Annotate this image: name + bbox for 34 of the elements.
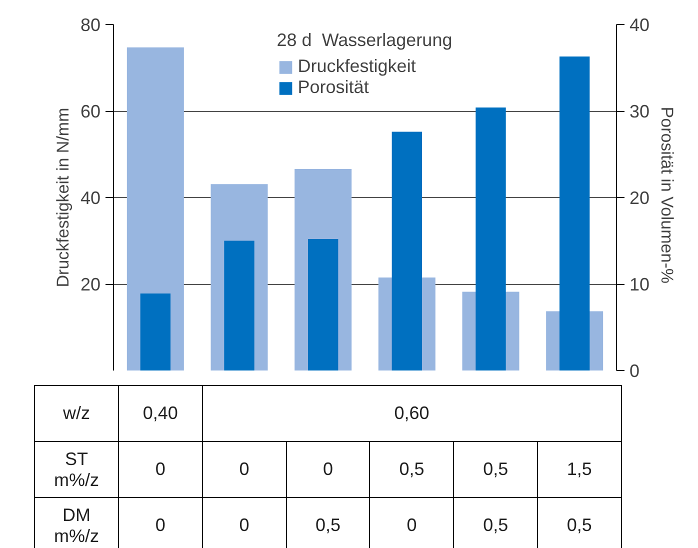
text: 0 [118,442,202,498]
bar [140,294,171,370]
text: DM m%/z [34,498,118,548]
y-tick-label: 80 [80,15,101,35]
text: 0,5 [454,442,538,498]
legend-label: Porosität [298,77,369,98]
text: 0 [118,498,202,548]
text: 1,5 [537,442,622,498]
y2-tick-label: 0 [630,361,640,381]
text: 0,40 [118,386,202,442]
text: 0,5 [454,498,538,548]
text: 0,5 [370,442,454,498]
legend-label: Druckfestigkeit [298,56,416,77]
text: 0 [202,442,286,498]
y-axis-title: Druckfestigkeit in N/mm [53,108,72,288]
text: 0,60 [202,386,622,442]
y2-tick-label: 30 [630,102,650,122]
y-tick-label: 20 [80,274,101,294]
legend-title: 28 d Wasserlagerung [276,30,452,51]
text: 0,5 [286,498,370,548]
y2-tick-label: 10 [630,274,650,294]
y2-tick-label: 40 [630,15,650,35]
text: 0 [202,498,286,548]
text: w/z [34,386,118,442]
y-tick-label: 60 [80,102,101,122]
y2-axis-title: Porosität in Volumen-% [658,106,677,284]
bar [224,240,254,370]
y-tick-label: 40 [80,188,101,208]
text: ST m%/z [34,442,118,498]
text: 0 [286,442,370,498]
y2-tick-label: 20 [630,188,650,208]
bar [308,239,338,370]
text: 0 [370,498,454,548]
text: 0,5 [537,498,622,548]
